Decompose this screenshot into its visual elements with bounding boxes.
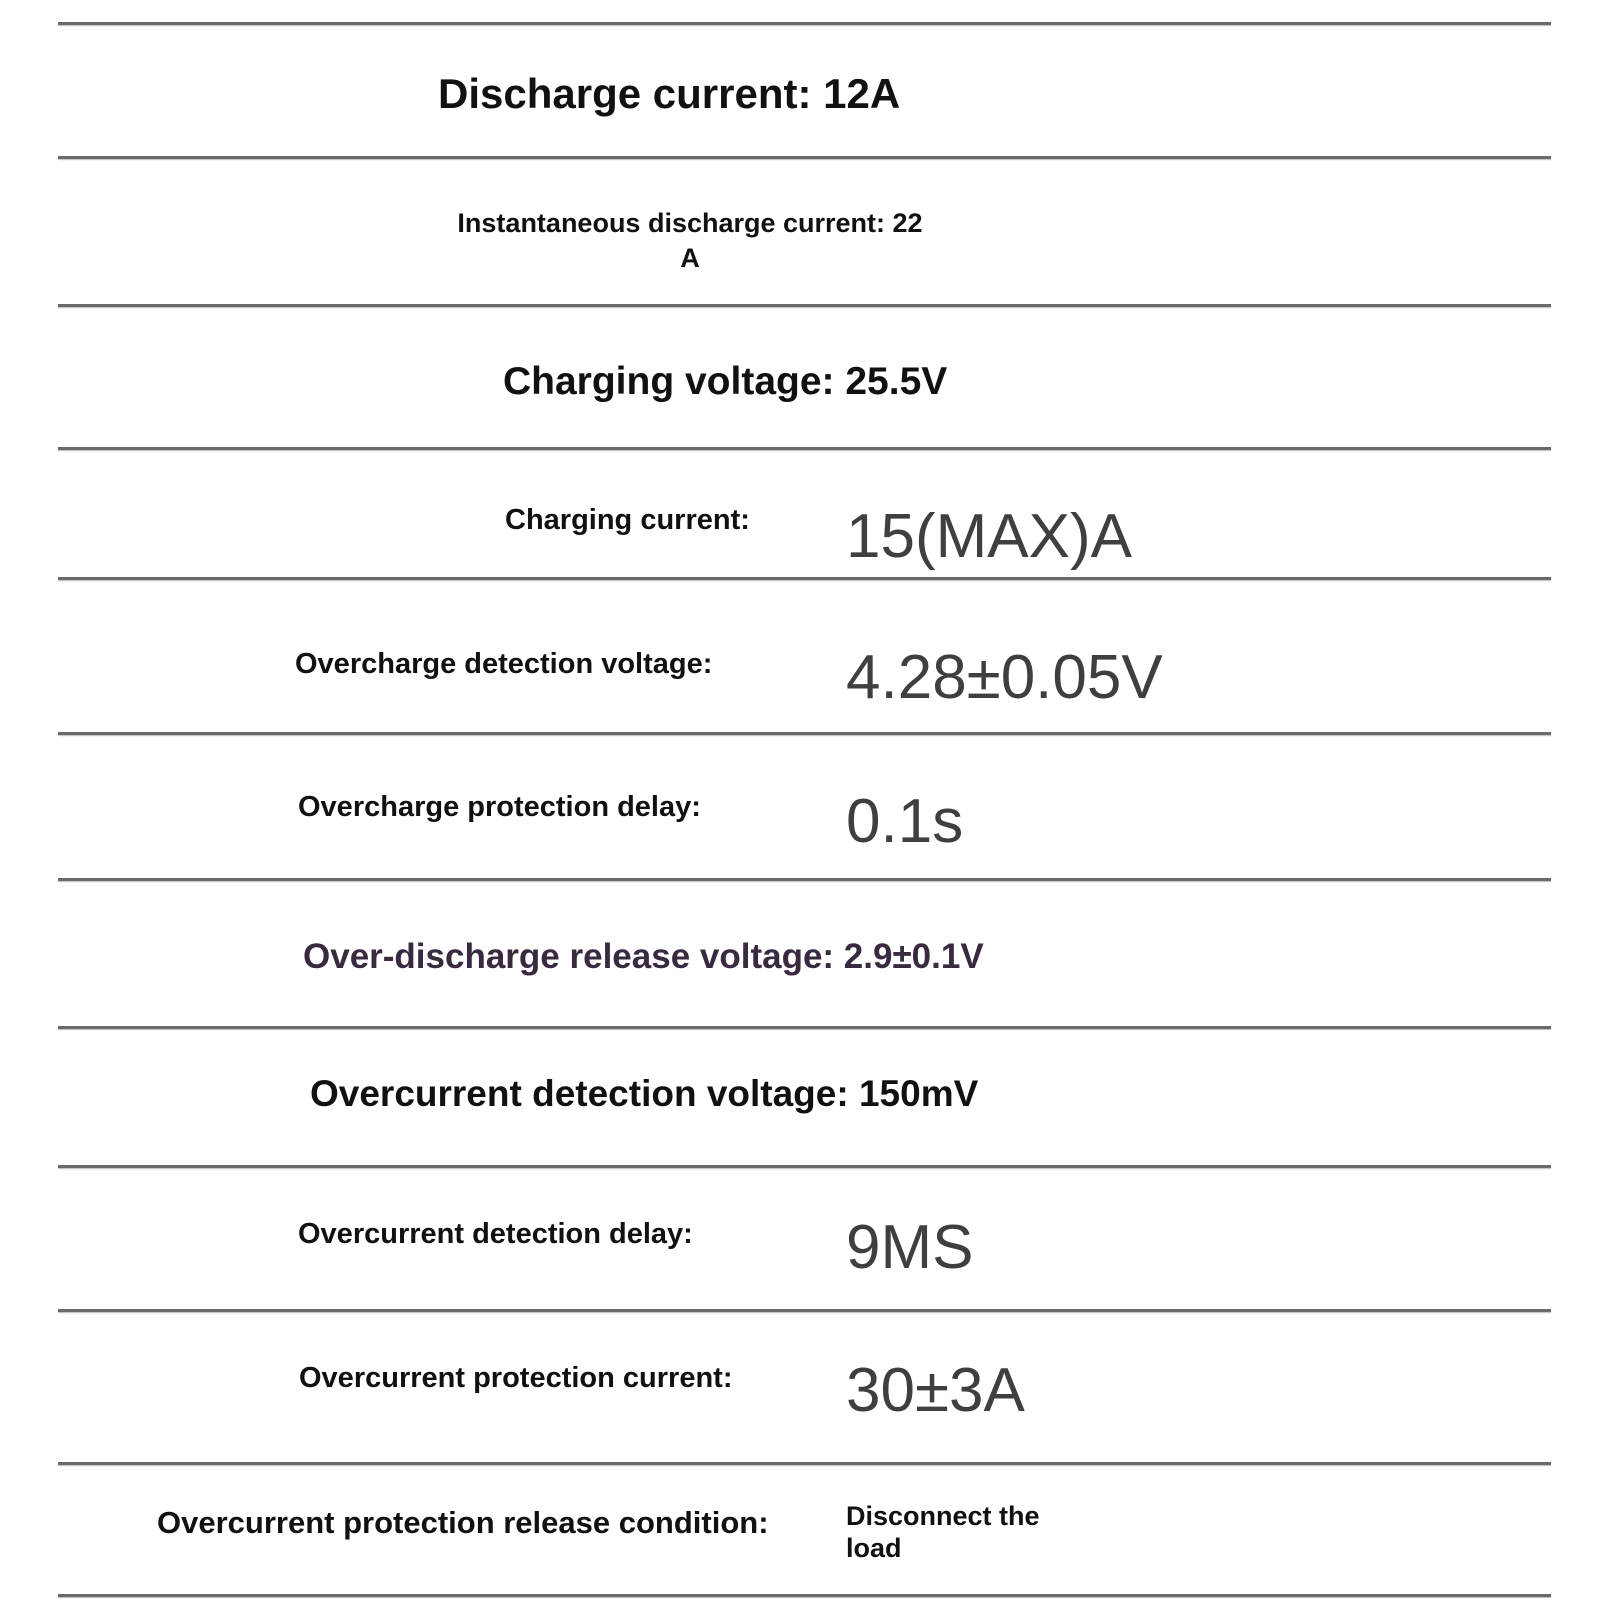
spec-value-line: load bbox=[846, 1533, 902, 1563]
divider bbox=[58, 156, 1551, 159]
spec-overcharge-protection-delay-value: 0.1s bbox=[846, 787, 964, 856]
divider bbox=[58, 732, 1551, 735]
spec-label-line: Instantaneous discharge current: 22 bbox=[457, 208, 923, 238]
spec-overcharge-detection-voltage-label: Overcharge detection voltage: bbox=[295, 648, 713, 680]
spec-overcharge-detection-voltage-value: 4.28±0.05V bbox=[846, 643, 1163, 712]
divider bbox=[58, 447, 1551, 450]
spec-overcharge-protection-delay-label: Overcharge protection delay: bbox=[298, 791, 701, 823]
spec-overcurrent-protection-current-label: Overcurrent protection current: bbox=[299, 1362, 733, 1394]
spec-overcurrent-detection-delay-value: 9MS bbox=[846, 1213, 974, 1282]
divider bbox=[58, 1165, 1551, 1168]
spec-overcurrent-detection-delay-label: Overcurrent detection delay: bbox=[298, 1218, 693, 1250]
divider bbox=[58, 577, 1551, 580]
spec-overcurrent-protection-current-value: 30±3A bbox=[846, 1356, 1025, 1425]
divider bbox=[58, 878, 1551, 881]
spec-label-line: A bbox=[680, 243, 700, 273]
spec-overcurrent-detection-voltage: Overcurrent detection voltage: 150mV bbox=[310, 1073, 979, 1114]
spec-instantaneous-discharge-current: Instantaneous discharge current: 22 A bbox=[390, 206, 990, 276]
spec-overcurrent-release-condition-label: Overcurrent protection release condition… bbox=[157, 1505, 769, 1540]
divider bbox=[58, 1026, 1551, 1029]
spec-overcurrent-release-condition-value: Disconnect the load bbox=[846, 1500, 1040, 1564]
divider bbox=[58, 1462, 1551, 1465]
spec-over-discharge-release-voltage: Over-discharge release voltage: 2.9±0.1V bbox=[303, 937, 984, 976]
spec-charging-current-label: Charging current: bbox=[505, 504, 750, 536]
divider bbox=[58, 1594, 1551, 1597]
divider bbox=[58, 304, 1551, 307]
spec-discharge-current: Discharge current: 12A bbox=[438, 70, 901, 117]
divider bbox=[58, 1309, 1551, 1312]
spec-value-line: Disconnect the bbox=[846, 1501, 1040, 1531]
spec-charging-voltage: Charging voltage: 25.5V bbox=[503, 360, 948, 403]
divider bbox=[58, 22, 1551, 25]
spec-charging-current-value: 15(MAX)A bbox=[846, 502, 1132, 571]
